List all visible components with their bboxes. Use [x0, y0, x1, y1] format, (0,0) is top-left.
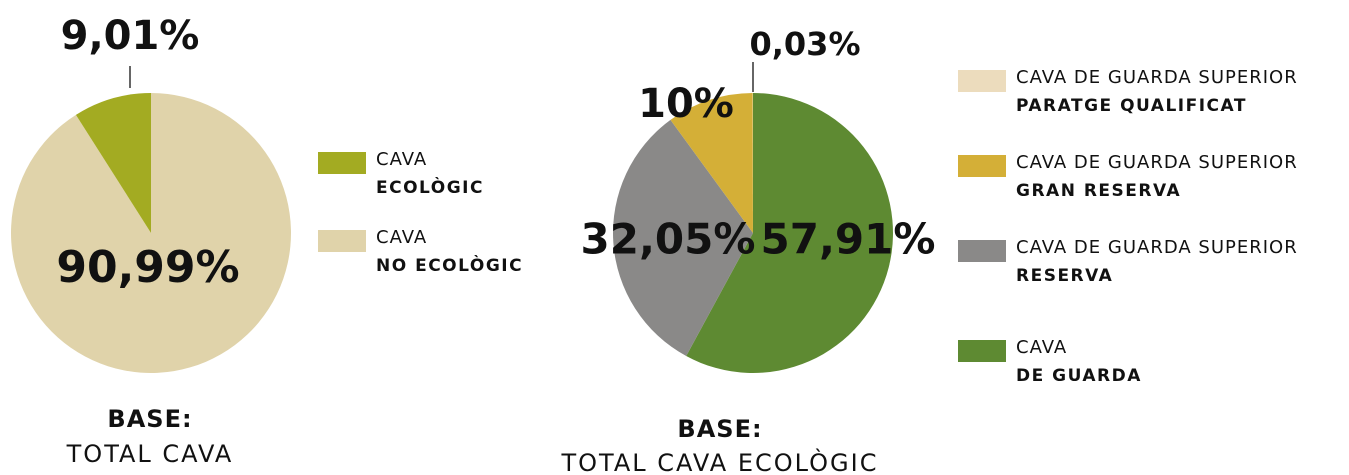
- data-label: 90,99%: [56, 242, 239, 293]
- legend-label: PARATGE QUALIFICAT: [1016, 96, 1247, 116]
- data-label: 10%: [638, 81, 734, 127]
- legend-swatch: [318, 230, 366, 252]
- legend-swatch: [958, 240, 1006, 262]
- legend-label: DE GUARDA: [1016, 366, 1142, 386]
- data-label: 0,03%: [749, 25, 860, 63]
- legend-label: CAVA: [376, 227, 427, 248]
- data-label: 32,05%: [581, 215, 756, 264]
- legend-label: NO ECOLÒGIC: [376, 254, 523, 276]
- data-label: 9,01%: [61, 13, 200, 59]
- legend-label: CAVA DE GUARDA SUPERIOR: [1016, 237, 1298, 258]
- legend-label: CAVA DE GUARDA SUPERIOR: [1016, 67, 1298, 88]
- legend-swatch: [958, 70, 1006, 92]
- footnote-label: BASE:: [107, 405, 192, 433]
- legend-label: CAVA: [1016, 337, 1067, 358]
- pie-slice: [686, 92, 894, 373]
- legend-label: RESERVA: [1016, 266, 1113, 286]
- data-label: 57,91%: [761, 215, 936, 264]
- legend-label: GRAN RESERVA: [1016, 181, 1181, 201]
- legend-label: CAVA: [376, 149, 427, 170]
- footnote-text: TOTAL CAVA ECOLÒGIC: [561, 447, 879, 475]
- pie-slice: [613, 119, 753, 357]
- footnote-text: TOTAL CAVA: [66, 440, 234, 468]
- legend-label: ECOLÒGIC: [376, 176, 484, 198]
- pie-slice: [75, 93, 151, 233]
- footnote-label: BASE:: [677, 415, 762, 443]
- legend-swatch: [318, 152, 366, 174]
- pie-slice: [10, 93, 291, 373]
- legend-label: CAVA DE GUARDA SUPERIOR: [1016, 152, 1298, 173]
- pie-slice: [670, 93, 753, 234]
- legend-swatch: [958, 155, 1006, 177]
- legend-swatch: [958, 340, 1006, 362]
